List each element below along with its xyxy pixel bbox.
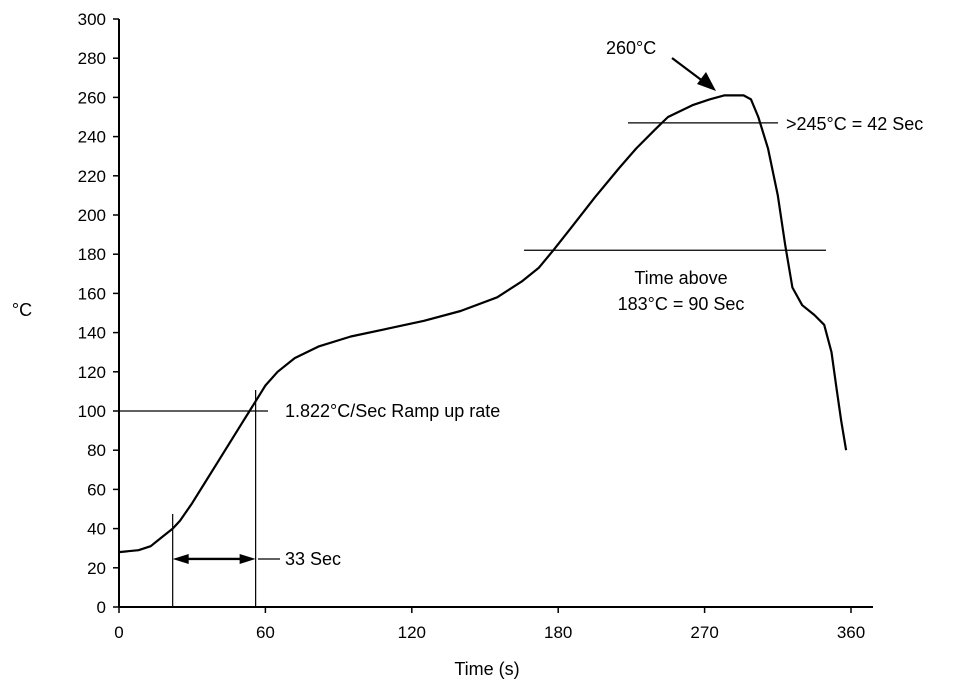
y-tick-label: 240 — [78, 128, 106, 147]
ramp-rate-label: 1.822°C/Sec Ramp up rate — [285, 401, 500, 421]
y-tick-label: 20 — [87, 559, 106, 578]
x-tick-label: 270 — [690, 623, 718, 642]
time-above-label-line2: 183°C = 90 Sec — [618, 294, 745, 314]
y-tick-label: 160 — [78, 284, 106, 303]
reference-lines — [119, 57, 826, 607]
arrow-head-left — [172, 553, 189, 564]
ramp-duration-label: 33 Sec — [285, 549, 341, 569]
y-tick-label: 60 — [87, 480, 106, 499]
arrow-head-right — [239, 553, 256, 564]
y-tick-label: 300 — [78, 10, 106, 29]
x-tick-label: 180 — [544, 623, 572, 642]
y-tick-label: 140 — [78, 324, 106, 343]
x-tick-label: 0 — [114, 623, 123, 642]
y-tick-label: 200 — [78, 206, 106, 225]
x-axis-title: Time (s) — [454, 659, 519, 679]
peak-label: 260°C — [606, 38, 656, 58]
annotations: °C Time (s) 260°C >245°C = 42 Sec Time a… — [12, 38, 923, 679]
y-tick-label: 220 — [78, 167, 106, 186]
y-ticks: 0 20 40 60 80 100 120 140 160 180 200 220 240 260 280 3… — [78, 10, 119, 617]
y-tick-label: 280 — [78, 49, 106, 68]
peak-arrow-head — [697, 72, 716, 91]
y-tick-label: 120 — [78, 363, 106, 382]
x-ticks: 0 60 120 180 270 360 — [114, 607, 865, 642]
temperature-profile-line — [118, 94, 848, 554]
y-tick-label: 80 — [87, 441, 106, 460]
time-above-label-line1: Time above — [634, 268, 727, 288]
y-axis-title: °C — [12, 300, 32, 320]
y-tick-label: 40 — [87, 520, 106, 539]
y-tick-label: 180 — [78, 245, 106, 264]
x-tick-label: 120 — [398, 623, 426, 642]
y-tick-label: 0 — [97, 598, 106, 617]
x-tick-label: 60 — [256, 623, 275, 642]
y-tick-label: 100 — [78, 402, 106, 421]
above-245-label: >245°C = 42 Sec — [786, 114, 923, 134]
y-tick-label: 260 — [78, 88, 106, 107]
axes — [118, 19, 873, 608]
x-tick-label: 360 — [837, 623, 865, 642]
